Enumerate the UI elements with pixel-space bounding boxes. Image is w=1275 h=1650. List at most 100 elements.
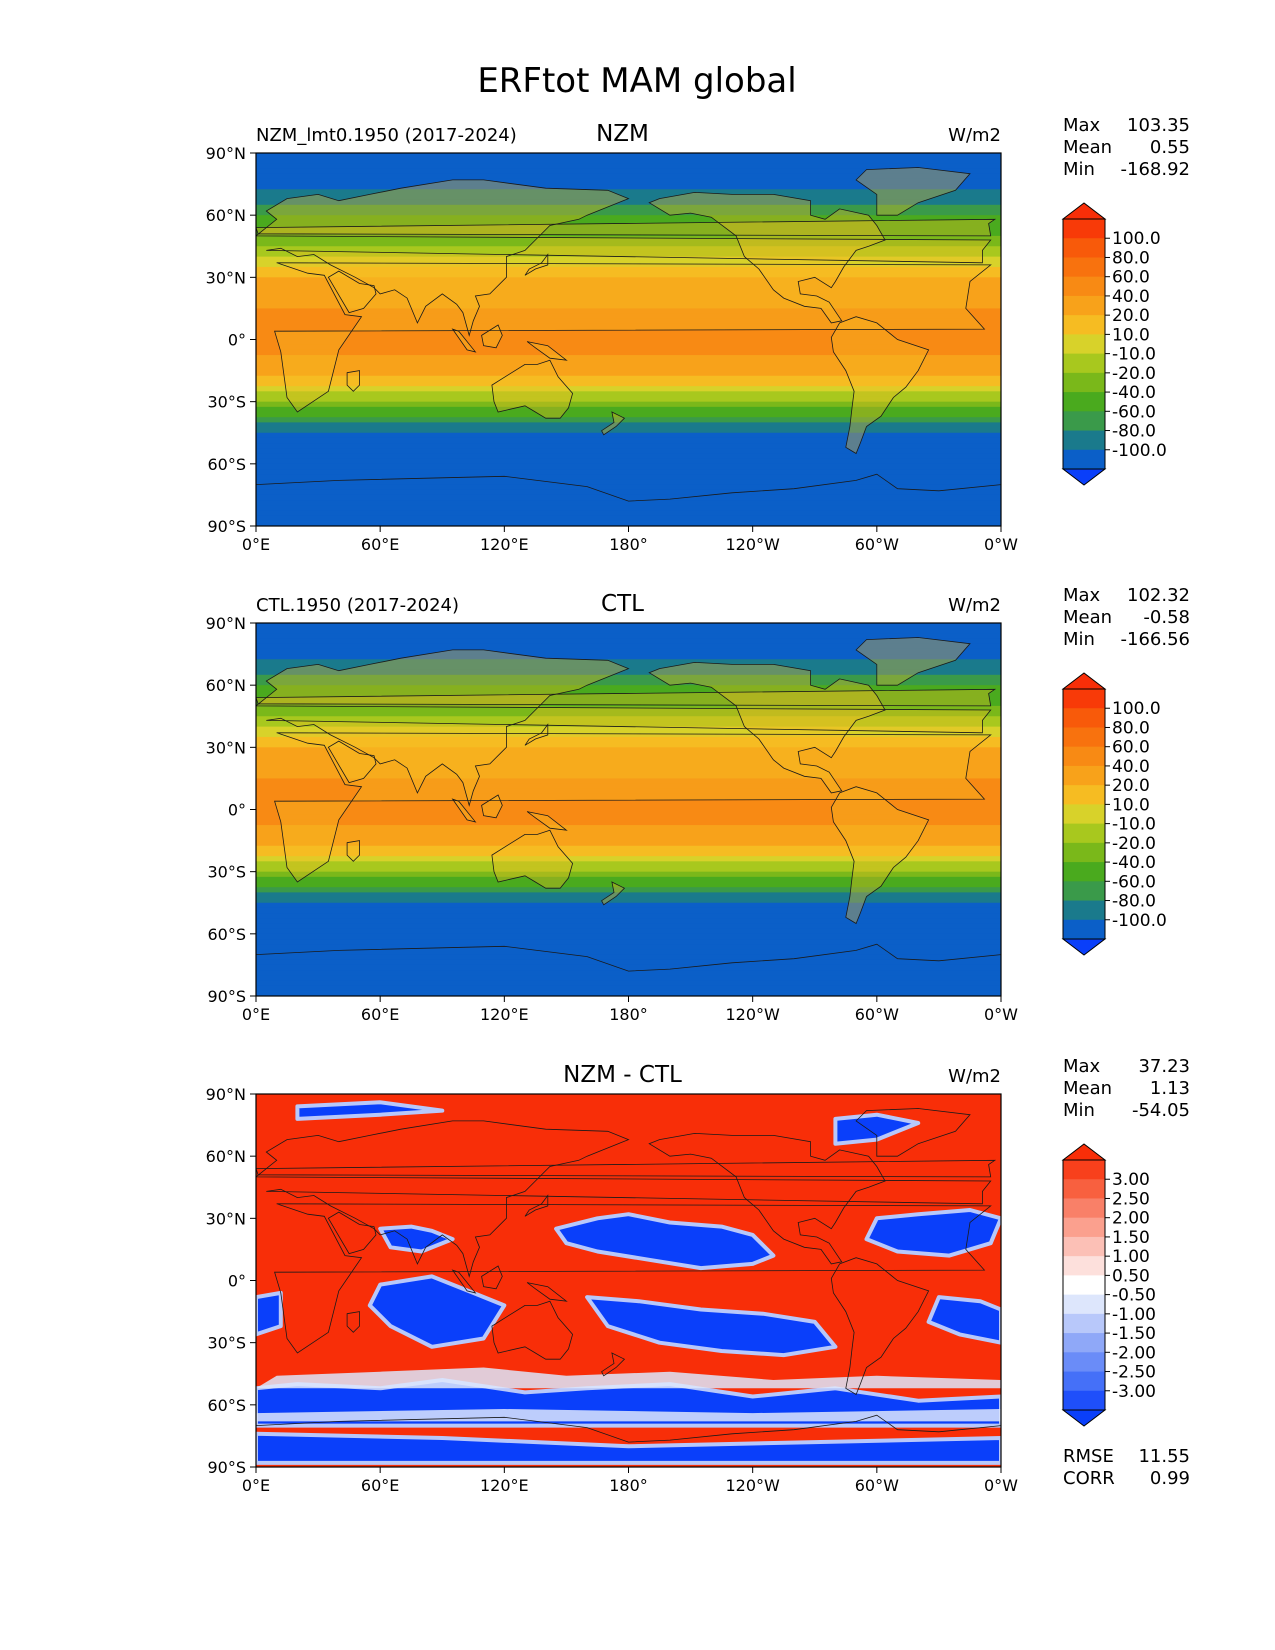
lat-tick-label: 30°S	[207, 1334, 246, 1353]
lon-tick-label: 60°E	[361, 1476, 399, 1495]
land-tint-sumatra	[452, 329, 476, 352]
colorbar-tick-label: 0.50	[1112, 1266, 1150, 1286]
field-band	[256, 659, 1001, 666]
colorbar-segment	[1063, 900, 1105, 921]
lat-tick-label: 60°N	[206, 206, 246, 225]
field-band	[256, 705, 1001, 712]
field-band	[256, 209, 1001, 216]
colorbar-segment	[1063, 1198, 1105, 1219]
coastline-north-america	[648, 191, 886, 324]
panel-title: NZM	[596, 121, 649, 147]
field-band	[256, 417, 1001, 423]
colorbar-frame	[1062, 218, 1106, 470]
coastline-new-guinea	[526, 811, 568, 831]
field-band	[256, 985, 1001, 992]
field-band	[256, 178, 1001, 185]
field-band	[256, 871, 1001, 878]
land-tint-north-america	[649, 662, 886, 793]
panel-title: CTL	[601, 591, 644, 617]
lon-tick-label: 60°W	[855, 1476, 899, 1495]
coastline-new-zealand	[601, 881, 626, 906]
extra-stat-label: RMSE	[1063, 1446, 1114, 1467]
colorbar-tick-label: -40.0	[1112, 383, 1156, 403]
lat-tick-label: 30°N	[206, 1209, 246, 1228]
field-band	[256, 959, 1001, 966]
diff-negative-region	[585, 1295, 838, 1358]
field-band	[256, 448, 1001, 455]
colorbar-tick-label: 2.00	[1112, 1209, 1150, 1229]
colorbar-segment	[1063, 862, 1105, 882]
colorbar-tick-label: -1.50	[1112, 1324, 1156, 1344]
field-band	[256, 685, 1001, 691]
colorbar-segment	[1063, 392, 1105, 412]
lon-tick-label: 60°E	[361, 535, 399, 554]
panel-left-label: CTL.1950 (2017-2024)	[256, 595, 459, 616]
field-band	[256, 882, 1001, 888]
field-band	[256, 474, 1001, 480]
field-band	[256, 360, 1001, 366]
colorbar-segment	[1063, 1371, 1105, 1392]
coastline-europe-asia	[256, 179, 992, 337]
field-band	[256, 876, 1001, 883]
extra-stat-label: CORR	[1063, 1468, 1115, 1489]
field-band	[256, 215, 1001, 221]
stat-value: -0.58	[1143, 607, 1190, 628]
field-band	[256, 199, 1001, 206]
colorbar-tick-label: 1.00	[1112, 1247, 1150, 1267]
field-band	[256, 747, 1001, 754]
field-band	[256, 954, 1001, 961]
lat-tick-label: 60°N	[206, 676, 246, 695]
lon-tick-label: 60°W	[855, 1005, 899, 1024]
coastline-sumatra	[451, 328, 477, 353]
colorbar-segment	[1063, 746, 1105, 767]
land-tint-madagascar	[347, 840, 360, 862]
field-band	[256, 716, 1001, 723]
coastline-japan	[524, 1194, 549, 1217]
coastline-antarctica	[256, 473, 1001, 526]
coastline-sumatra	[451, 1269, 477, 1294]
field-band	[256, 788, 1001, 795]
field-band	[256, 731, 1001, 738]
map-panel: NZM - CTL W/m290°N60°N30°N0°30°S60°S90°S0…	[206, 1056, 1190, 1495]
colorbar-tick-label: -80.0	[1112, 422, 1156, 442]
colorbar-segment	[1063, 1179, 1105, 1199]
field-band	[256, 918, 1001, 925]
land-tint-japan	[525, 254, 548, 276]
land-tint-africa	[274, 732, 991, 882]
panel-units: W/m2	[948, 595, 1001, 616]
figure-title: ERFtot MAM global	[477, 61, 796, 101]
land-tint-europe-asia	[256, 179, 991, 336]
field-band	[256, 308, 1001, 315]
field-band	[256, 380, 1001, 387]
lat-tick-label: 90°S	[207, 517, 246, 536]
coastline-arabia	[327, 740, 377, 784]
lat-tick-label: 60°N	[206, 1147, 246, 1166]
colorbar-tick-label: 80.0	[1112, 718, 1150, 738]
field-band	[256, 463, 1001, 470]
colorbar-extend-bottom	[1061, 1409, 1107, 1427]
lon-tick-label: 120°E	[480, 1005, 529, 1024]
stat-value: -166.56	[1121, 629, 1190, 650]
field-band	[256, 391, 1001, 398]
land-tint-south-america	[831, 786, 929, 924]
colorbar-segment	[1063, 411, 1105, 431]
colorbar-extend-bottom	[1061, 938, 1107, 956]
field-band	[256, 840, 1001, 847]
land-tint-arabia	[328, 741, 376, 783]
coastline-arabia	[327, 270, 377, 314]
field-band	[256, 292, 1001, 299]
coastline-japan	[524, 723, 549, 746]
lat-tick-label: 90°N	[206, 614, 246, 633]
field-band	[256, 287, 1001, 294]
coastline-antarctica	[256, 1414, 1001, 1467]
field-band	[256, 845, 1001, 852]
field-band	[256, 303, 1001, 310]
colorbar: 3.002.502.001.501.000.50-0.50-1.00-1.50-…	[1061, 1143, 1156, 1427]
colorbar-segment	[1063, 823, 1105, 844]
coastline-africa	[274, 262, 992, 413]
field-band	[256, 386, 1001, 392]
colorbar-extend-top	[1061, 202, 1107, 220]
coastline-north-america	[648, 1132, 886, 1265]
field-band	[256, 432, 1001, 439]
colorbar-tick-label: -3.00	[1112, 1382, 1156, 1402]
